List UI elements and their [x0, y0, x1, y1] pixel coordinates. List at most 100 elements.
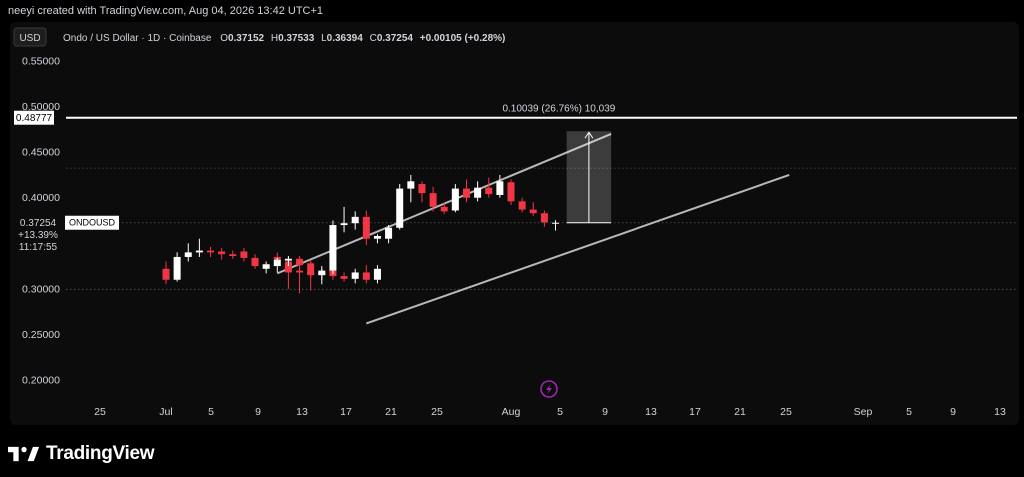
- candle-down: [251, 257, 259, 267]
- candle-down: [307, 263, 315, 275]
- y-axis[interactable]: 0.550000.500000.450000.400000.350000.300…: [22, 56, 60, 387]
- price-chart[interactable]: USD Ondo / US Dollar · 1D · Coinbase O0.…: [10, 22, 1019, 425]
- lower-channel-line: [365, 173, 790, 325]
- candle-up: [195, 250, 203, 253]
- x-tick-label: 13: [994, 406, 1006, 418]
- level-tag-box: [14, 110, 54, 125]
- chart-panel[interactable]: [10, 22, 1019, 425]
- x-tick-label: 5: [906, 406, 912, 418]
- y-tick-label: 0.45000: [22, 147, 60, 159]
- candle-down: [162, 268, 170, 280]
- candle-up: [340, 223, 348, 226]
- tradingview-logo-icon: [8, 446, 40, 462]
- measure-arrow-head: [584, 131, 594, 139]
- level-tag-price: 0.48777: [16, 113, 53, 124]
- candle-down: [240, 251, 248, 258]
- candle-down: [229, 254, 237, 257]
- price-tag-countdown: 11:17:55: [19, 242, 58, 253]
- candle-down: [440, 206, 448, 212]
- candle-up: [474, 187, 482, 198]
- candle-up: [273, 259, 281, 267]
- level-price-tag: 0.48777: [14, 110, 54, 125]
- candle-down: [507, 182, 515, 202]
- candle-down: [485, 187, 493, 195]
- y-tick-label: 0.30000: [22, 283, 60, 295]
- y-tick-label: 0.55000: [22, 56, 60, 68]
- symbol-tag: ONDOUSD: [69, 218, 116, 228]
- x-tick-label: 5: [557, 406, 563, 418]
- symbol-tag-box: [65, 215, 119, 230]
- candle-up: [184, 252, 192, 257]
- open-label: O: [220, 33, 228, 44]
- x-tick-label: 25: [780, 406, 792, 418]
- candle-down: [362, 216, 370, 239]
- x-tick-label: 5: [208, 406, 214, 418]
- change-value: +0.00105 (+0.28%): [420, 33, 506, 44]
- y-tick-label: 0.50000: [22, 101, 60, 113]
- candle-up: [385, 227, 393, 239]
- grid-lines: [66, 167, 1017, 290]
- measure-label: 0.10039 (26.76%) 10,039: [502, 104, 615, 115]
- low-label: L: [321, 33, 327, 44]
- currency-label: USD: [19, 33, 40, 44]
- candle-up: [373, 235, 381, 239]
- x-axis[interactable]: 25 Jul 5 9 13 17 21 25 Aug 5 9 13 17 21 25 Sep 5 9 13: [94, 406, 1006, 418]
- candle-up: [173, 256, 181, 280]
- price-tag-price: 0.37254: [20, 218, 57, 229]
- x-tick-label: 13: [296, 406, 308, 418]
- high-value: 0.37533: [278, 33, 315, 44]
- y-tick-label: 0.20000: [22, 375, 60, 387]
- candles: [162, 174, 560, 294]
- candle-up: [407, 181, 415, 189]
- candle-down: [462, 188, 470, 198]
- candle-down: [540, 213, 548, 223]
- legend: USD Ondo / US Dollar · 1D · Coinbase O0.…: [13, 27, 505, 47]
- open-value: 0.37152: [228, 33, 265, 44]
- y-tick-label: 0.40000: [22, 192, 60, 204]
- x-tick-label: 21: [385, 406, 397, 418]
- candle-down: [529, 209, 537, 214]
- candle-up: [284, 258, 292, 261]
- x-tick-label: 21: [734, 406, 746, 418]
- candle-up: [396, 188, 404, 228]
- x-tick-label: Jul: [159, 406, 172, 418]
- candle-down: [418, 184, 426, 194]
- lightning-icon[interactable]: [540, 380, 558, 398]
- price-tag-box: [12, 214, 64, 255]
- candle-down: [284, 261, 292, 273]
- symbol-description: Ondo / US Dollar · 1D · Coinbase: [63, 33, 212, 44]
- x-tick-label: 9: [602, 406, 608, 418]
- brand-name: TradingView: [46, 443, 155, 464]
- x-tick-label: 17: [340, 406, 352, 418]
- currency-badge[interactable]: [13, 27, 47, 47]
- tradingview-footer[interactable]: TradingView: [8, 440, 155, 468]
- candle-up: [329, 225, 337, 271]
- x-tick-label: 25: [94, 406, 106, 418]
- close-value: 0.37254: [377, 33, 414, 44]
- y-tick-label: 0.25000: [22, 329, 60, 341]
- candle-down: [429, 193, 437, 207]
- candle-down: [296, 258, 304, 266]
- candle-down: [296, 270, 304, 273]
- attribution-text: neeyi created with TradingView.com, Aug …: [8, 5, 324, 17]
- candle-up: [318, 270, 326, 275]
- candle-down: [340, 276, 348, 279]
- candle-down: [362, 272, 370, 280]
- x-tick-label: 25: [431, 406, 443, 418]
- x-tick-label: 9: [255, 406, 261, 418]
- close-label: C: [370, 33, 377, 44]
- x-tick-label: Sep: [854, 406, 873, 418]
- legend-row: Ondo / US Dollar · 1D · Coinbase O0.3715…: [63, 33, 505, 44]
- x-tick-label: 9: [950, 406, 956, 418]
- low-value: 0.36394: [327, 33, 364, 44]
- price-range-measure[interactable]: [566, 131, 612, 224]
- candle-down: [218, 251, 226, 255]
- candle-up: [373, 268, 381, 280]
- candle-up: [552, 222, 560, 224]
- candle-up: [451, 188, 459, 211]
- candle-up: [262, 264, 270, 269]
- candle-down: [518, 201, 526, 210]
- x-tick-label: 13: [645, 406, 657, 418]
- x-tick-label: Aug: [502, 406, 521, 418]
- candle-down: [207, 250, 215, 253]
